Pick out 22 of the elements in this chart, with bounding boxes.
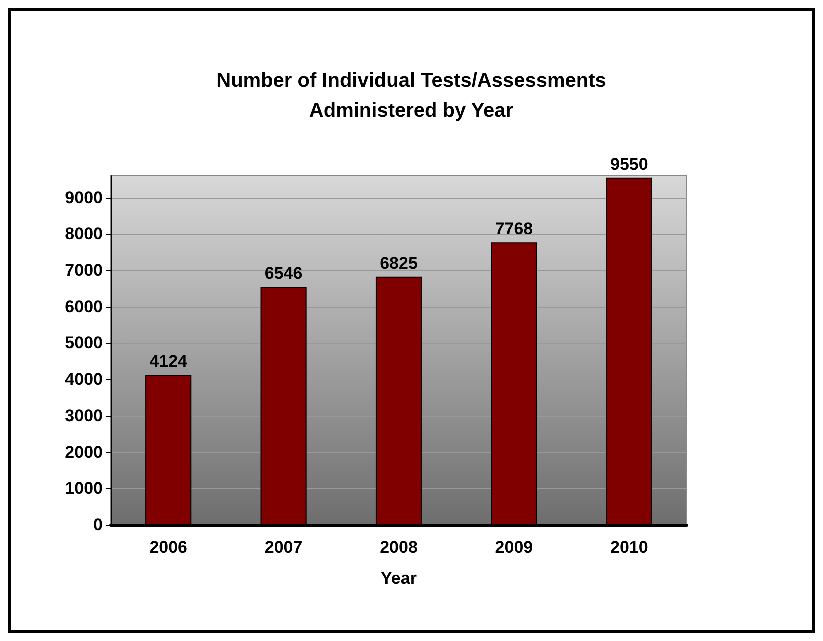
y-tick-label: 7000 [65,261,103,280]
y-tick-label: 1000 [65,479,103,498]
data-label: 7768 [495,220,534,239]
data-label: 6825 [380,254,418,273]
data-label: 4124 [150,352,188,372]
y-tick-label: 3000 [65,406,103,426]
data-label: 9550 [610,154,648,174]
y-tick-label: 8000 [65,224,103,244]
x-tick-label: 2006 [150,538,188,557]
chart-title: Number of Individual Tests/Assessments Administered by Year [216,70,606,122]
y-tick-label: 2000 [65,442,103,462]
y-tick-label: 5000 [65,334,103,353]
y-tick-label: 0 [94,516,103,534]
x-tick-label: 2010 [610,538,648,557]
x-tick-label: 2009 [495,538,534,557]
x-tick-label: 2007 [264,538,303,557]
x-axis-title: Year [381,569,418,588]
y-tick-label: 9000 [65,188,103,208]
data-label: 6546 [264,264,303,284]
y-tick-label: 6000 [65,297,103,316]
x-tick-label: 2008 [380,538,418,557]
y-tick-label: 4000 [65,370,103,390]
